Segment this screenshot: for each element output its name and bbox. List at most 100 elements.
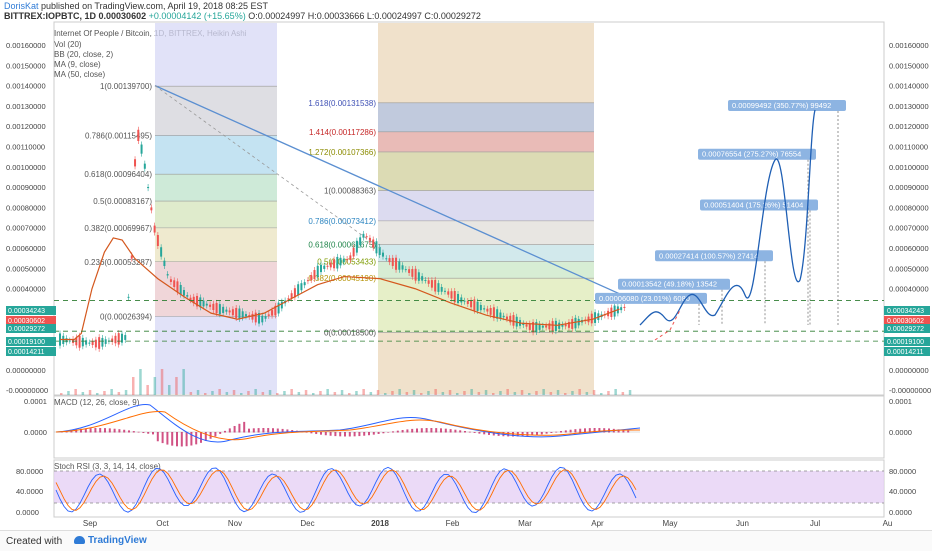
chart-header: DorisKat published on TradingView.com, A… bbox=[0, 0, 932, 22]
candle-body bbox=[98, 337, 101, 349]
x-tick-label: Apr bbox=[591, 519, 604, 528]
target-label: 0.00006080 (23.01%) 6080 bbox=[599, 294, 690, 303]
price-tag-right bbox=[884, 347, 930, 356]
candle-body bbox=[375, 241, 378, 254]
macd-histogram-bar bbox=[123, 429, 126, 433]
macd-histogram-bar bbox=[329, 432, 332, 436]
stoch-d-line bbox=[55, 469, 637, 511]
macd-histogram-bar bbox=[252, 428, 255, 433]
candle-body bbox=[437, 283, 440, 292]
candle-body bbox=[447, 291, 450, 295]
candle-body bbox=[421, 276, 424, 281]
volume-bar bbox=[499, 391, 502, 395]
tradingview-logo[interactable]: TradingView bbox=[74, 535, 147, 546]
macd-histogram-bar bbox=[104, 428, 106, 433]
brand-label: TradingView bbox=[88, 535, 147, 546]
candle-body bbox=[163, 260, 166, 267]
candle-body bbox=[222, 306, 225, 313]
price-tag-left-label: 0.00034243 bbox=[8, 308, 45, 315]
volume-bar bbox=[520, 390, 524, 395]
macd-histogram-bar bbox=[416, 428, 418, 433]
candle-body bbox=[417, 272, 420, 281]
volume-bar bbox=[412, 390, 416, 395]
macd-histogram-bar bbox=[200, 432, 202, 443]
candle-body bbox=[359, 237, 362, 246]
candle-body bbox=[297, 284, 300, 296]
candle-body bbox=[238, 308, 241, 319]
candle-body bbox=[271, 310, 274, 316]
candle-body bbox=[336, 256, 339, 269]
candle-body bbox=[111, 338, 114, 342]
macd-histogram-bar bbox=[598, 428, 601, 433]
macd-histogram-bar bbox=[147, 432, 150, 434]
target-label-bg bbox=[595, 292, 707, 304]
y-tick-label-left: 0.00000000 bbox=[6, 366, 46, 375]
indicator-bb[interactable]: BB (20, close, 2) bbox=[54, 50, 114, 59]
fib-right-zone bbox=[378, 220, 594, 245]
candle-body bbox=[564, 324, 567, 327]
macd-histogram-bar bbox=[430, 428, 433, 433]
candle-body bbox=[231, 309, 234, 316]
candle-body bbox=[169, 279, 172, 282]
candle-body bbox=[303, 282, 306, 286]
macd-histogram-bar bbox=[564, 430, 567, 433]
macd-histogram-bar bbox=[550, 432, 553, 433]
macd-histogram-bar bbox=[118, 429, 121, 433]
fib-right-label: 0(0.00018500) bbox=[324, 328, 376, 337]
candle-body bbox=[300, 283, 303, 291]
y-tick-label-right: 0.00070000 bbox=[889, 224, 929, 233]
candle-body bbox=[538, 323, 541, 330]
indicator-ma50[interactable]: MA (50, close) bbox=[54, 70, 106, 79]
candle-body bbox=[202, 300, 205, 307]
indicator-macd[interactable]: MACD (12, 26, close, 9) bbox=[54, 398, 140, 407]
macd-histogram-bar bbox=[622, 429, 625, 433]
volume-bar bbox=[218, 389, 221, 395]
macd-line bbox=[55, 403, 641, 443]
descending-trendline bbox=[154, 85, 641, 304]
volume-bar bbox=[276, 393, 279, 395]
macd-histogram-bar bbox=[392, 431, 394, 433]
candle-body bbox=[499, 312, 502, 318]
author-link[interactable]: DorisKat bbox=[4, 1, 39, 11]
candle-body bbox=[470, 300, 473, 308]
macd-tick-left: 0.0000 bbox=[24, 428, 47, 437]
indicator-vol[interactable]: Vol (20) bbox=[54, 40, 82, 49]
candle-body bbox=[153, 225, 156, 233]
candle-body bbox=[258, 312, 261, 324]
macd-histogram-bar bbox=[166, 432, 169, 445]
candle-body bbox=[463, 300, 466, 302]
x-tick-label: Nov bbox=[228, 519, 242, 528]
volume-bar bbox=[139, 369, 142, 395]
macd-histogram-bar bbox=[478, 432, 481, 434]
x-tick-label: Feb bbox=[446, 519, 460, 528]
volume-bar bbox=[578, 389, 581, 395]
volume-bar bbox=[549, 392, 553, 395]
target-label: 0.00051404 (175.26%) 51404 bbox=[704, 200, 803, 209]
fib-left-label: 0.382(0.00069967) bbox=[84, 224, 152, 233]
candle-body bbox=[404, 269, 407, 271]
indicator-stoch[interactable]: Stoch RSI (3, 3, 14, 14, close) bbox=[54, 462, 161, 471]
candle-body bbox=[355, 240, 358, 253]
candle-body bbox=[156, 235, 159, 246]
candle-body bbox=[427, 280, 430, 284]
volume-bar bbox=[585, 392, 589, 395]
stoch-tick-left: 80.0000 bbox=[16, 467, 43, 476]
ma50-line bbox=[60, 237, 620, 341]
candle-body bbox=[143, 163, 146, 169]
indicator-ma9[interactable]: MA (9, close) bbox=[54, 60, 101, 69]
candle-body bbox=[486, 308, 489, 312]
fib-right-zone bbox=[378, 190, 594, 221]
fib-right-label: 1.414(0.00117286) bbox=[309, 128, 376, 137]
volume-bar bbox=[355, 391, 358, 395]
volume-bar bbox=[484, 390, 488, 395]
volume-bar bbox=[182, 369, 185, 395]
macd-histogram-bar bbox=[396, 430, 399, 433]
y-tick-label-left: 0.00090000 bbox=[6, 183, 46, 192]
volume-bar bbox=[124, 390, 128, 395]
candle-body bbox=[114, 335, 117, 344]
macd-histogram-bar bbox=[161, 432, 164, 444]
candle-body bbox=[349, 255, 352, 260]
price-chart[interactable]: 1(0.00139700) 0.786(0.00115495) 0.618(0.00… bbox=[0, 0, 932, 530]
candle-body bbox=[166, 274, 169, 276]
candle-body bbox=[492, 307, 495, 319]
